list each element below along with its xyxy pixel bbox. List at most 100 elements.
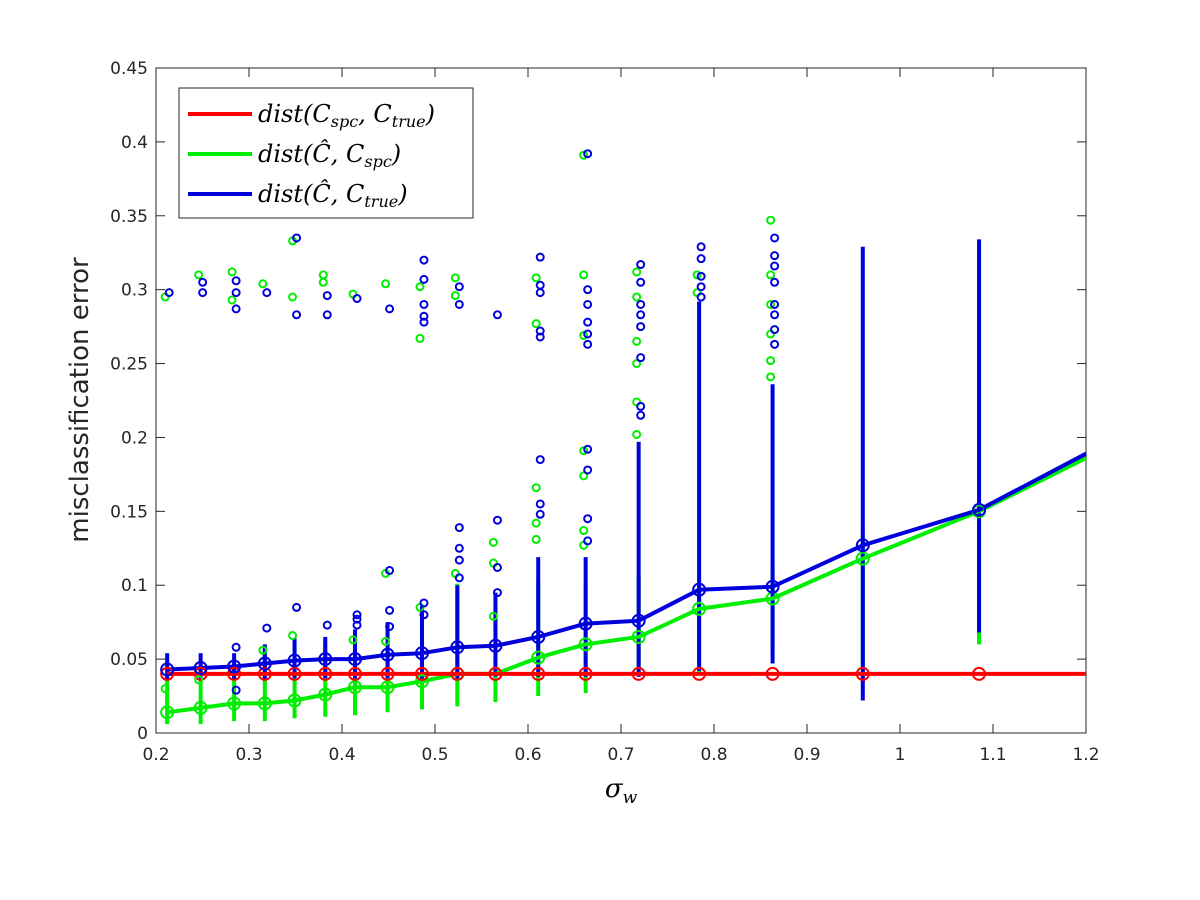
outlier-point [194,270,204,280]
outlier-point [632,267,642,277]
outlier-point [450,273,460,283]
x-tick-label: 0.6 [514,745,541,765]
outlier-point [194,675,204,685]
outlier-point [770,310,780,320]
outlier-point [583,285,593,295]
median-marker [287,653,302,668]
median-marker [380,680,395,695]
median-marker [257,696,272,711]
outlier-point [488,537,498,547]
series-markers [160,502,987,720]
outlier-point [535,332,545,342]
outlier-point [292,310,302,320]
outlier-point [583,149,593,159]
median-marker [160,662,175,677]
median-marker [855,551,870,566]
outlier-point [454,573,464,583]
outlier-point [164,288,174,298]
median-marker [972,502,987,517]
outlier-point [531,534,541,544]
outlier-point [198,277,208,287]
outlier-point [292,233,302,243]
median-marker [450,666,465,681]
series-lines [166,451,1087,715]
outlier-point [488,611,498,621]
outlier-point [318,277,328,287]
outlier-point [535,499,545,509]
outlier-point [352,620,362,630]
outlier-point [492,310,502,320]
outlier-point [766,299,776,309]
outlier-point [419,255,429,265]
outlier-point [696,242,706,252]
legend-text: , C [358,100,392,128]
outlier-point [535,288,545,298]
outlier-point [770,299,780,309]
x-tick-label: 1.2 [1072,745,1099,765]
outlier-point [636,401,646,411]
median-marker [631,666,646,681]
median-marker [318,652,333,667]
outlier-point [385,304,395,314]
outlier-point [696,254,706,264]
outlier-point [385,622,395,632]
x-tick-label: 1.1 [979,745,1006,765]
median-marker [488,666,503,681]
median-marker [531,650,546,665]
outlier-point [322,620,332,630]
median-marker [531,666,546,681]
outlier-point [450,291,460,301]
outlier-point [766,372,776,382]
outlier-point [288,630,298,640]
outlier-point [583,339,593,349]
y-tick-label: 0.45 [110,59,148,79]
legend-subscript: spc [331,112,358,131]
outlier-point [636,260,646,270]
outlier-point [262,623,272,633]
median-marker [193,660,208,675]
outlier-point [227,267,237,277]
outlier-point [583,536,593,546]
outlier-point [160,684,170,694]
outlier-point [636,353,646,363]
outlier-point [419,311,429,321]
outlier-point [535,326,545,336]
median-marker [227,666,242,681]
outlier-point [492,562,502,572]
outlier-point [583,329,593,339]
outlier-point [415,333,425,343]
outlier-point [632,429,642,439]
outlier-point [583,444,593,454]
median-marker [287,693,302,708]
outlier-point [352,294,362,304]
outlier-point [352,614,362,624]
outlier-point [198,288,208,298]
median-marker [287,666,302,681]
outlier-point [258,645,268,655]
median-marker [348,680,363,695]
median-marker [227,659,242,674]
outlier-point [385,605,395,615]
outlier-point [636,299,646,309]
median-marker [193,666,208,681]
median-marker [227,696,242,711]
outlier-point [579,270,589,280]
x-tick-label: 0.9 [793,745,820,765]
outlier-point [766,356,776,366]
outlier-point [231,685,241,695]
legend-subscript: true [392,112,426,131]
outlier-point [292,602,302,612]
outlier-point [419,598,429,608]
outlier-point [492,515,502,525]
outlier-point [531,319,541,329]
outlier-point [770,277,780,287]
outlier-point [770,261,780,271]
median-marker [348,652,363,667]
outlier-point [288,292,298,302]
median-marker [692,601,707,616]
median-marker [257,666,272,681]
outlier-point [419,299,429,309]
outlier-point [385,565,395,575]
outlier-point [231,288,241,298]
